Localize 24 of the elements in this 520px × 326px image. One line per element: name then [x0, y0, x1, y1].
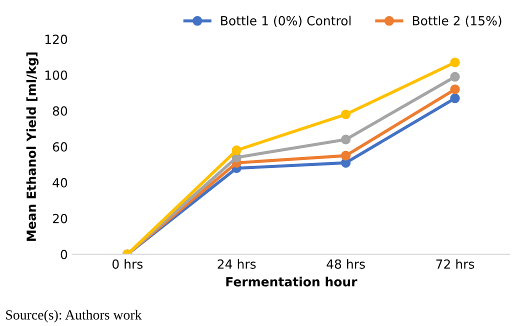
y-tick-label: 80 — [52, 106, 68, 116]
legend-label: Bottle 1 (0%) Control — [221, 16, 351, 27]
x-tick-label: 48 hrs — [326, 259, 365, 269]
source-note: Source(s): Authors work — [6, 310, 142, 322]
y-tick-label: 0 — [60, 250, 68, 260]
point — [340, 134, 351, 144]
y-tick-label: 100 — [45, 70, 68, 80]
point — [450, 58, 460, 68]
y-tick-label: 40 — [52, 178, 68, 188]
y-tick-label: 120 — [45, 34, 68, 44]
point — [450, 93, 460, 104]
x-tick-label: 0 hrs — [112, 259, 143, 269]
y-axis-title: Mean Ethanol Yield [ml/kg] — [26, 52, 39, 241]
x-tick-label: 24 hrs — [218, 259, 256, 269]
y-tick-label: 60 — [52, 142, 68, 152]
point — [450, 72, 460, 82]
x-tick-label: 72 hrs — [436, 259, 474, 269]
point — [340, 110, 351, 120]
point — [232, 145, 242, 156]
point — [450, 84, 460, 94]
legend-label: Bottle 2 (15%) — [412, 16, 502, 27]
y-tick-label: 20 — [52, 214, 68, 224]
x-axis-title: Fermentation hour — [226, 276, 358, 286]
point — [340, 150, 351, 161]
